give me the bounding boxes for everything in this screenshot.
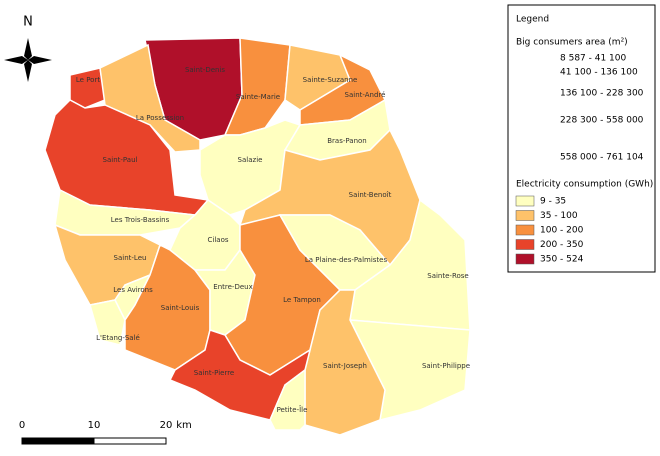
commune-label: Saint-Joseph	[323, 362, 367, 370]
commune-label: Saint-Louis	[161, 304, 200, 312]
legend-color-label: 350 - 524	[540, 255, 584, 265]
legend-size-label: 8 587 - 41 100	[560, 54, 626, 64]
commune-label: Petite-Île	[277, 405, 308, 414]
commune-label: Les Trois-Bassins	[111, 216, 170, 224]
legend-swatch	[515, 253, 535, 265]
commune-label: Saint-Denis	[185, 66, 225, 74]
legend-size-label: 136 100 - 228 300	[560, 89, 644, 99]
north-arrow-shape	[24, 60, 32, 82]
commune-label: Saint-Paul	[103, 156, 138, 164]
north-label: N	[23, 15, 33, 30]
commune-label: Saint-Philippe	[422, 362, 470, 370]
commune	[89, 299, 126, 346]
commune-label: Sainte-Suzanne	[303, 76, 358, 84]
commune-label: Saint-Pierre	[194, 369, 235, 377]
legend-color-label: 35 - 100	[540, 211, 578, 221]
scale-label: 0	[19, 420, 25, 431]
legend-subtitle: Electricity consumption (GWh)	[516, 180, 653, 190]
commune-label: La Plaine-des-Palmistes	[305, 256, 388, 264]
legend-swatch	[515, 239, 535, 250]
commune-label: Le Port	[76, 76, 100, 84]
north-arrow-shape	[4, 56, 28, 64]
legend-subtitle: Big consumers area (m²)	[516, 38, 628, 48]
commune-label: Saint-Benoît	[349, 191, 392, 199]
legend-swatch	[515, 210, 535, 221]
communes	[44, 37, 471, 436]
legend-size-label: 41 100 - 136 100	[560, 68, 638, 78]
scale-label: 10	[88, 420, 101, 431]
scale-bar: 0 10 20 km	[19, 420, 192, 445]
scale-segment	[93, 437, 167, 445]
legend-color-label: 9 - 35	[540, 197, 566, 207]
commune	[69, 67, 106, 109]
commune-label: La Possession	[136, 114, 184, 122]
north-arrow: N	[4, 15, 52, 82]
commune	[168, 329, 312, 421]
commune-label: Sainte-Rose	[427, 272, 468, 280]
commune-labels: Saint-Denis Le Port La Possession Saint-Pau…	[76, 66, 470, 414]
north-arrow-shape	[28, 56, 52, 64]
commune-label: Entre-Deux	[213, 283, 252, 291]
commune-label: Bras-Panon	[327, 137, 367, 145]
legend-color-label: 200 - 350	[540, 240, 584, 250]
legend-size-label: 228 300 - 558 000	[560, 116, 644, 126]
legend-title: Legend	[516, 15, 549, 25]
legend-swatch	[515, 224, 535, 236]
commune-label: Le Tampon	[283, 296, 321, 304]
scale-label: 20	[160, 420, 173, 431]
legend-size-label: 558 000 - 761 104	[560, 153, 644, 163]
commune-label: Sainte-Marie	[236, 93, 280, 101]
legend: Legend Big consumers area (m²) Electrici…	[507, 4, 656, 273]
commune-label: Les Avirons	[113, 286, 153, 294]
legend-swatch	[515, 195, 535, 207]
commune	[269, 368, 306, 431]
scale-unit: km	[176, 420, 192, 431]
commune-label: Saint-Leu	[114, 254, 147, 262]
commune-label: Cilaos	[208, 236, 229, 244]
commune-label: Saint-André	[345, 91, 386, 99]
scale-segment	[21, 437, 95, 445]
north-arrow-shape	[24, 38, 32, 60]
legend-color-label: 100 - 200	[540, 226, 584, 236]
commune-label: L'Etang-Salé	[96, 334, 140, 342]
commune-label: Salazie	[238, 156, 263, 164]
